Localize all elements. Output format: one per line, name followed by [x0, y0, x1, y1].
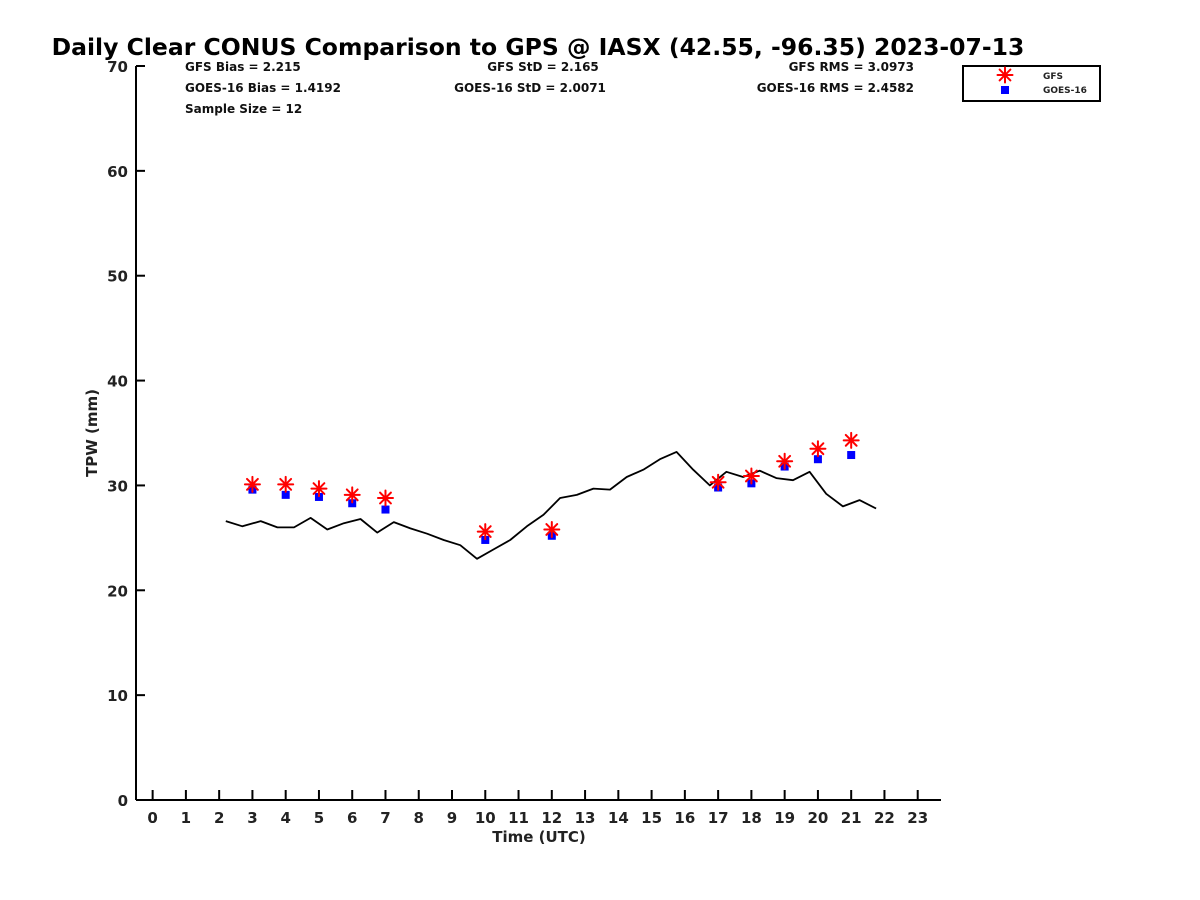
- chart-title: Daily Clear CONUS Comparison to GPS @ IA…: [52, 33, 1025, 61]
- x-tick-label: 23: [907, 809, 928, 827]
- goes-point: [281, 490, 290, 499]
- x-axis-label: Time (UTC): [492, 828, 586, 846]
- gfs-point: [277, 475, 295, 493]
- gfs-point: [343, 486, 361, 504]
- y-axis-label: TPW (mm): [83, 389, 101, 477]
- legend: GFS GOES-16: [962, 65, 1101, 102]
- gfs-point: [543, 520, 561, 538]
- x-tick-label: 18: [741, 809, 762, 827]
- x-tick-label: 13: [575, 809, 596, 827]
- y-tick-label: 60: [107, 163, 128, 181]
- goes-bias-text: GOES-16 Bias = 1.4192: [185, 81, 341, 95]
- gps-series-line: [225, 450, 877, 560]
- x-tick-label: 4: [280, 809, 290, 827]
- x-tick-label: 12: [541, 809, 562, 827]
- y-tick-label: 0: [118, 792, 128, 810]
- x-tick-label: 19: [774, 809, 795, 827]
- legend-goes-marker: [1001, 86, 1009, 94]
- y-tick-label: 30: [107, 477, 128, 495]
- x-tick-label: 5: [314, 809, 324, 827]
- gfs-std-text: GFS StD = 2.165: [487, 60, 599, 74]
- goes-point: [381, 505, 390, 514]
- x-tick-label: 14: [608, 809, 629, 827]
- legend-gfs-label: GFS: [1043, 72, 1063, 82]
- x-tick-label: 11: [508, 809, 529, 827]
- x-tick-label: 0: [147, 809, 157, 827]
- x-tick-label: 3: [247, 809, 257, 827]
- goes-std-text: GOES-16 StD = 2.0071: [454, 81, 606, 95]
- x-tick-label: 10: [475, 809, 496, 827]
- gfs-point: [310, 480, 328, 498]
- gfs-point: [742, 467, 760, 485]
- sample-size-text: Sample Size = 12: [185, 102, 302, 116]
- gps-line-layer: [225, 450, 877, 560]
- legend-box: [962, 65, 1101, 102]
- gfs-point: [476, 523, 494, 541]
- y-tick-label: 70: [107, 58, 128, 76]
- legend-goes-label: GOES-16: [1043, 86, 1087, 96]
- x-tick-label: 6: [347, 809, 357, 827]
- gfs-point: [709, 473, 727, 491]
- x-tick-label: 22: [874, 809, 895, 827]
- x-tick-label: 7: [380, 809, 390, 827]
- x-tick-label: 15: [641, 809, 662, 827]
- gfs-bias-text: GFS Bias = 2.215: [185, 60, 301, 74]
- x-tick-label: 20: [807, 809, 828, 827]
- gfs-point: [809, 440, 827, 458]
- x-tick-label: 1: [181, 809, 191, 827]
- legend-gfs-asterisk: [996, 66, 1014, 84]
- gfs-point: [376, 489, 394, 507]
- stats-block: GFS Bias = 2.215 GOES-16 Bias = 1.4192 S…: [185, 60, 914, 116]
- gfs-points-layer: [243, 431, 860, 541]
- x-tick-label: 2: [214, 809, 224, 827]
- x-tick-label: 16: [674, 809, 695, 827]
- x-tick-label: 8: [414, 809, 424, 827]
- gfs-rms-text: GFS RMS = 3.0973: [789, 60, 914, 74]
- y-tick-label: 20: [107, 582, 128, 600]
- y-tick-label: 10: [107, 687, 128, 705]
- goes-rms-text: GOES-16 RMS = 2.4582: [757, 81, 914, 95]
- gfs-point: [776, 452, 794, 470]
- gfs-point: [842, 431, 860, 449]
- x-tick-label: 21: [841, 809, 862, 827]
- gfs-point: [243, 475, 261, 493]
- goes-point: [847, 451, 856, 460]
- y-tick-label: 40: [107, 373, 128, 391]
- x-tick-label: 17: [708, 809, 729, 827]
- x-tick-label: 9: [447, 809, 457, 827]
- legend-gfs-marker: [996, 66, 1014, 84]
- y-tick-label: 50: [107, 268, 128, 286]
- goes-point: [813, 455, 822, 464]
